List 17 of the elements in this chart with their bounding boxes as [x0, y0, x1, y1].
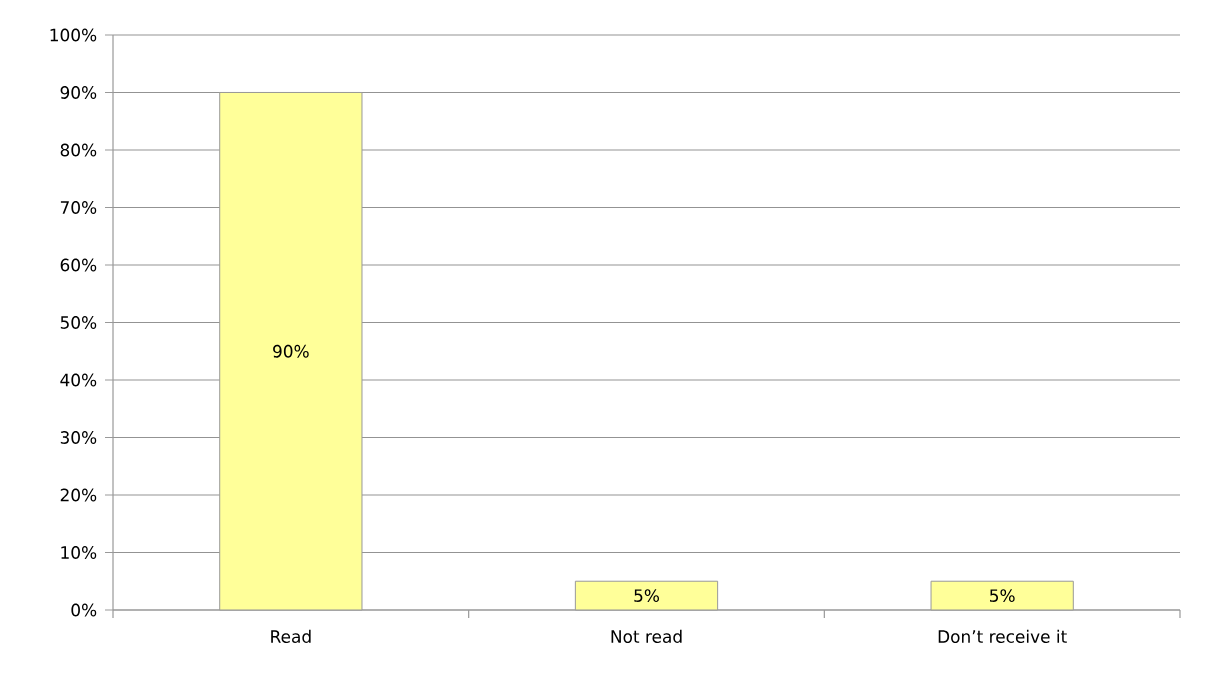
- y-tick-label: 10%: [61, 546, 97, 559]
- data-label: 5%: [634, 589, 659, 603]
- y-tick-label: 70%: [60, 201, 97, 214]
- data-label: 5%: [990, 589, 1015, 603]
- y-tick-label: 50%: [60, 316, 97, 329]
- x-tick-label: Read: [271, 629, 311, 643]
- y-tick-label: 0%: [71, 603, 97, 617]
- data-label: 90%: [273, 344, 309, 358]
- y-tick-label: 90%: [60, 86, 97, 99]
- y-tick-label: 60%: [60, 258, 97, 272]
- y-tick-label: 40%: [60, 373, 97, 387]
- y-tick-label: 80%: [60, 143, 97, 157]
- x-tick-label: Not read: [611, 629, 682, 643]
- x-tick-label: Don’t receive it: [938, 629, 1067, 643]
- y-tick-label: 30%: [60, 431, 97, 444]
- y-tick-label: 100%: [50, 28, 97, 42]
- y-tick-label: 20%: [60, 488, 97, 502]
